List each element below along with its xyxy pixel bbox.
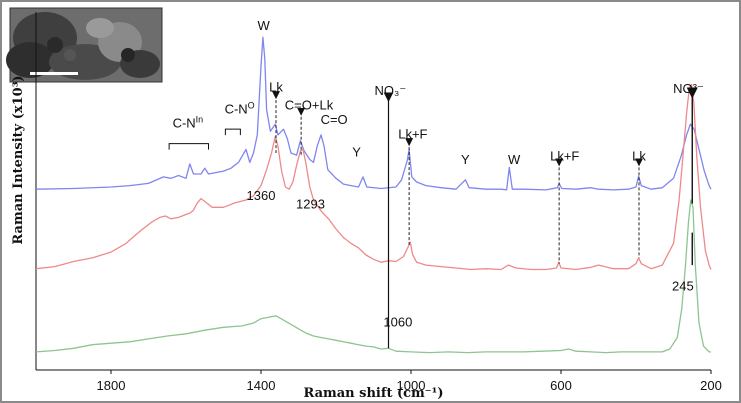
group-bracket [168, 143, 209, 150]
peak-value-label: 245 [672, 278, 694, 293]
peak-annotation: C=O [321, 112, 348, 127]
peak-value-label: 1360 [247, 188, 276, 203]
peak-annotation: C=O+Lk [285, 98, 334, 113]
peak-annotation: W [508, 152, 521, 167]
peak-annotation: NO₃⁻ [375, 83, 407, 98]
series-group [35, 36, 712, 354]
peak-annotation: Lk [269, 80, 283, 95]
peak-annotation: Lk+F [398, 127, 427, 142]
peak-annotation: Y [352, 145, 361, 160]
x-tick-label: 1800 [97, 378, 126, 393]
x-tick-label: 200 [700, 378, 722, 393]
peak-annotation: Lk [632, 148, 646, 163]
y-axis-label: Raman Intensity (x10³) [11, 75, 26, 244]
spectrum-line-1 [35, 36, 712, 191]
peak-annotation: Lk+F [550, 148, 579, 163]
spectrum-line-3 [35, 199, 711, 354]
axes: 1800 1400 1000 600 200 Raman shift (cm⁻¹) Rama… [11, 12, 722, 401]
tem-inset-image [6, 7, 163, 83]
spectrum-line-2 [35, 83, 712, 271]
group-bracket [224, 128, 241, 136]
peak-value-label: 1060 [383, 315, 412, 330]
x-axis-label: Raman shift (cm⁻¹) [303, 386, 443, 401]
x-tick-label: 1400 [247, 378, 276, 393]
peak-annotation: C-NO [225, 100, 255, 116]
peak-annotation: Y [461, 152, 470, 167]
peak-value-label: 1293 [296, 197, 325, 212]
peak-annotation: C-NIn [173, 115, 204, 131]
peak-annotation: W [257, 18, 270, 33]
peak-annotation: NO³⁻ [673, 81, 704, 96]
x-tick-label: 600 [550, 378, 572, 393]
x-tick-label: 1000 [397, 378, 426, 393]
